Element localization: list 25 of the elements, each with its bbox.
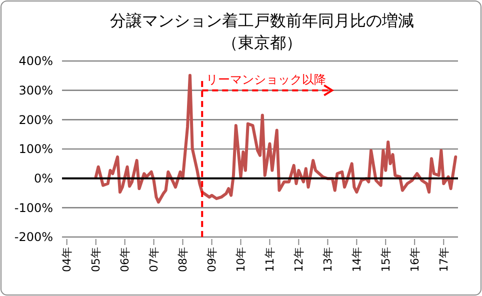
y-tick-label: 100% [18, 142, 53, 156]
x-tick-label: 16年 [408, 247, 422, 272]
y-tick-label: 400% [18, 54, 53, 68]
x-tick-label: 04年 [60, 247, 74, 272]
x-tick-label: 10年 [234, 247, 248, 272]
y-tick-label: -200% [14, 230, 53, 244]
x-tick-label: 15年 [379, 247, 392, 272]
x-tick-label: 09年 [206, 247, 219, 272]
x-tick-label: 06年 [118, 247, 132, 272]
x-tick-label: 13年 [322, 247, 335, 272]
annotation: リーマンショック以降 [206, 72, 326, 86]
x-tick-label: 12年 [292, 247, 306, 272]
y-tick-label: 0% [34, 172, 53, 186]
x-tick-label: 11年 [264, 247, 277, 272]
x-tick-label: 17年 [437, 247, 450, 272]
y-tick-label: 200% [18, 112, 53, 127]
x-tick-label: 14年 [350, 247, 364, 272]
chart-title: 分譲マンション着工戸数前年同月比の増減 [110, 11, 414, 30]
x-tick-label: 08年 [176, 247, 190, 272]
y-tick-label: 300% [18, 84, 53, 98]
line-series [94, 74, 458, 204]
x-tick-label: 07年 [148, 247, 161, 272]
y-tick-label: -100% [14, 200, 53, 215]
chart-subtitle: （東京都） [222, 33, 302, 52]
x-tick-label: 05年 [90, 247, 103, 272]
